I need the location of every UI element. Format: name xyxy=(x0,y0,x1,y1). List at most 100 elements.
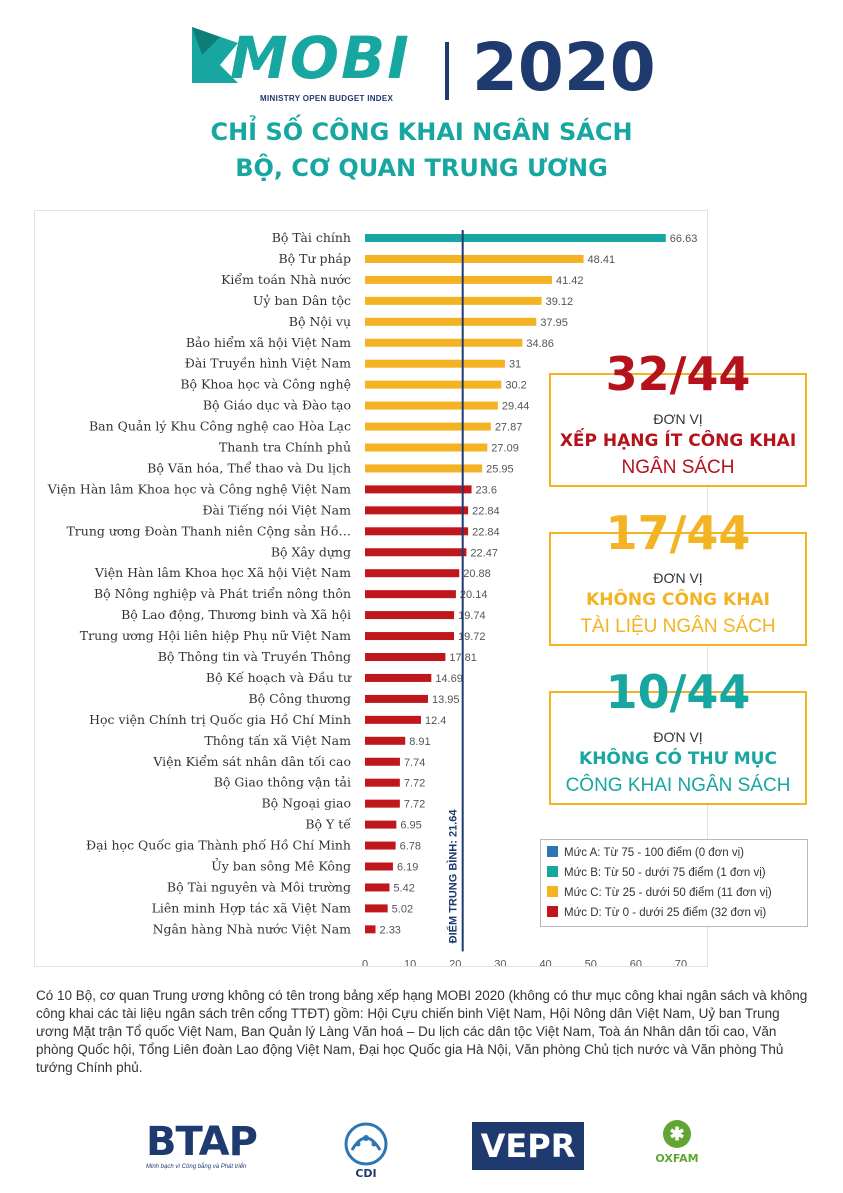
year: 2020 xyxy=(472,29,656,106)
stat-box-1: 32/44 ĐƠN VỊ XẾP HẠNG ÍT CÔNG KHAI NGÂN … xyxy=(549,349,807,487)
category-label: Trung ương Đoàn Thanh niên Cộng sản Hồ… xyxy=(66,523,351,538)
cdi-logo-text: CDI xyxy=(355,1167,376,1180)
value-label: 34.86 xyxy=(526,338,554,350)
value-label: 13.95 xyxy=(432,694,460,706)
bar xyxy=(365,548,467,557)
value-label: 7.72 xyxy=(404,799,425,811)
mobi-logo-mark-icon xyxy=(192,27,238,83)
logo-text: MOBI xyxy=(230,24,411,92)
value-label: 6.95 xyxy=(400,820,421,832)
legend-item-b: Mức B: Từ 50 - dưới 75 điểm (1 đơn vị) xyxy=(547,864,766,882)
value-label: 41.42 xyxy=(556,275,584,287)
bar xyxy=(365,820,397,829)
bar xyxy=(365,653,446,661)
category-label: Viện Hàn lâm Khoa học Xã hội Việt Nam xyxy=(94,565,351,580)
category-label: Viện Kiểm sát nhân dân tối cao xyxy=(152,754,351,769)
bar xyxy=(365,464,483,473)
category-label: Đài Truyền hình Việt Nam xyxy=(185,356,351,371)
value-label: 7.74 xyxy=(404,757,425,769)
bar xyxy=(365,317,537,326)
category-label: Bộ Văn hóa, Thể thao và Du lịch xyxy=(147,460,351,475)
category-label: Ngân hàng Nhà nước Việt Nam xyxy=(153,921,352,936)
bar-chart: Bộ Tài chính 66.63 Bộ Tư pháp 48.41 Kiểm toá… xyxy=(47,230,698,966)
legend-item-c: Mức C: Từ 25 - dưới 50 điểm (11 đơn vị) xyxy=(547,884,772,902)
header: MOBI MINISTRY OPEN BUDGET INDEX 2020 xyxy=(0,0,843,110)
value-label: 22.84 xyxy=(472,505,500,517)
category-label: Ban Quản lý Khu Công nghệ cao Hòa Lạc xyxy=(89,419,351,434)
legend-item-d: Mức D: Từ 0 - dưới 25 điểm (32 đơn vị) xyxy=(547,904,766,922)
category-label: Trung ương Hội liên hiệp Phụ nữ Việt Nam xyxy=(80,628,351,643)
value-label: 19.74 xyxy=(458,610,486,622)
bar xyxy=(365,401,498,410)
category-label: Bộ Y tế xyxy=(305,817,351,832)
legend-swatch xyxy=(547,886,558,897)
value-label: 20.88 xyxy=(463,568,491,580)
value-label: 22.84 xyxy=(472,526,500,538)
stat-line2: NGÂN SÁCH xyxy=(621,457,735,478)
category-label: Thanh tra Chính phủ xyxy=(219,440,351,455)
legend-label: Mức C: Từ 25 - dưới 50 điểm (11 đơn vị) xyxy=(564,887,772,899)
value-label: 48.41 xyxy=(588,254,616,266)
category-label: Bộ Nông nghiệp và Phát triển nông thôn xyxy=(94,586,351,601)
stat-unit: ĐƠN VỊ xyxy=(653,570,703,586)
category-label: Bộ Tài chính xyxy=(272,230,351,245)
footnote: Có 10 Bộ, cơ quan Trung ương không có tê… xyxy=(36,988,808,1075)
oxfam-logo-text: OXFAM xyxy=(655,1152,699,1165)
value-label: 2.33 xyxy=(380,924,401,936)
bar xyxy=(365,234,666,242)
bar xyxy=(365,694,428,703)
chart-legend: Mức A: Từ 75 - 100 điểm (0 đơn vị) Mức B… xyxy=(540,839,808,927)
bar xyxy=(365,778,400,787)
legend-label: Mức B: Từ 50 - dưới 75 điểm (1 đơn vị) xyxy=(564,867,766,879)
bar xyxy=(365,883,390,892)
stat-box-2: 17/44 ĐƠN VỊ KHÔNG CÔNG KHAI TÀI LIỆU NG… xyxy=(549,508,807,646)
category-label: Uỷ ban Dân tộc xyxy=(253,293,351,308)
category-label: Viện Hàn lâm Khoa học và Công nghệ Việt … xyxy=(47,481,351,496)
value-label: 6.78 xyxy=(400,841,421,853)
value-label: 7.72 xyxy=(404,778,425,790)
bar xyxy=(365,527,469,536)
legend-swatch xyxy=(547,846,558,857)
category-label: Bộ Nội vụ xyxy=(289,314,351,329)
stat-unit: ĐƠN VỊ xyxy=(653,729,703,745)
x-tick-label: 0 xyxy=(362,958,368,966)
x-tick-label: 50 xyxy=(585,958,597,966)
bar xyxy=(365,338,523,347)
value-label: 20.14 xyxy=(460,589,488,601)
value-label: 31 xyxy=(509,359,521,371)
stat-line1: KHÔNG CÓ THƯ MỤC xyxy=(579,749,777,769)
stat-line2: TÀI LIỆU NGÂN SÁCH xyxy=(580,616,776,637)
value-label: 5.42 xyxy=(393,882,414,894)
logo-subtitle: MINISTRY OPEN BUDGET INDEX xyxy=(260,94,394,103)
legend-swatch xyxy=(547,906,558,917)
category-label: Bộ Giao thông vận tải xyxy=(214,775,351,790)
stat-line1: XẾP HẠNG ÍT CÔNG KHAI xyxy=(559,431,797,451)
x-tick-label: 70 xyxy=(675,958,687,966)
btap-logo-text: BTAP xyxy=(146,1119,258,1165)
x-tick-label: 40 xyxy=(539,958,551,966)
value-label: 14.69 xyxy=(435,673,463,685)
category-label: Bộ Tài nguyên và Môi trường xyxy=(167,879,351,894)
category-label: Bộ Tư pháp xyxy=(278,251,351,266)
value-label: 23.6 xyxy=(476,484,497,496)
vepr-logo: VEPR xyxy=(472,1122,584,1170)
bar xyxy=(365,841,396,850)
bar xyxy=(365,862,393,871)
value-label: 66.63 xyxy=(670,233,698,245)
bar xyxy=(365,757,400,766)
category-label: Bộ Xây dựng xyxy=(271,544,351,559)
legend-item-a: Mức A: Từ 75 - 100 điểm (0 đơn vị) xyxy=(547,844,744,862)
oxfam-logo: ✱ OXFAM xyxy=(652,1120,702,1165)
category-label: Bộ Lao động, Thương binh và Xã hội xyxy=(121,607,351,622)
stat-number: 10/44 xyxy=(605,665,751,719)
value-label: 6.19 xyxy=(397,862,418,874)
category-label: Bộ Kế hoạch và Đầu tư xyxy=(206,670,352,685)
bar xyxy=(365,925,376,934)
stat-number: 17/44 xyxy=(605,506,751,560)
legend-swatch xyxy=(547,866,558,877)
stat-box-3: 10/44 ĐƠN VỊ KHÔNG CÓ THƯ MỤC CÔNG KHAI … xyxy=(549,667,807,805)
category-label: Học viện Chính trị Quốc gia Hồ Chí Minh xyxy=(89,712,351,727)
bar xyxy=(365,275,552,284)
value-label: 22.47 xyxy=(470,547,498,559)
category-label: Bộ Công thương xyxy=(248,691,351,706)
